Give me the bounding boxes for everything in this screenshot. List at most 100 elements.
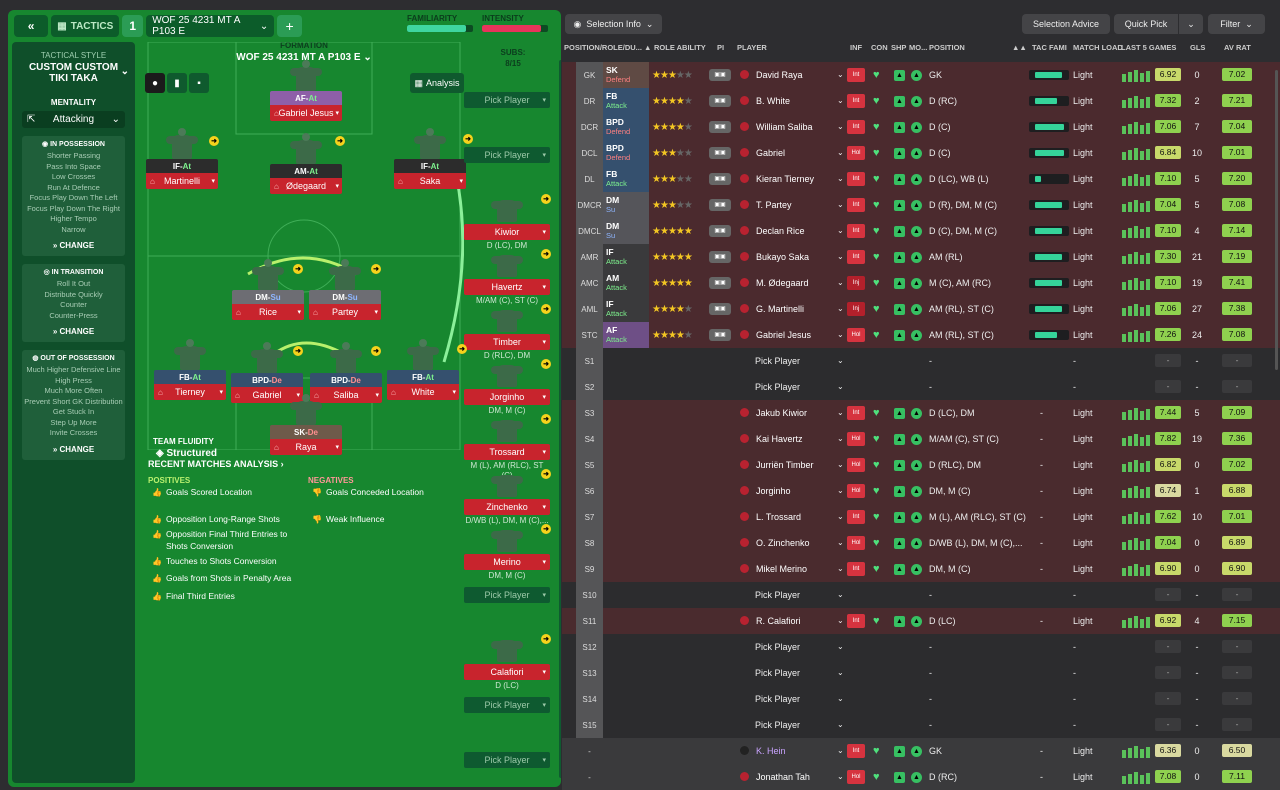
tactical-style-name[interactable]: CUSTOM CUSTOM TIKI TAKA ⌄: [12, 62, 135, 84]
table-row[interactable]: S8 O. Zinchenko ⌄ Hol ♥ ▲ ▲ D/WB (L), DM, M (C)…: [562, 530, 1280, 556]
player-instructions-button[interactable]: ▣▣: [709, 173, 731, 185]
player-instructions-button[interactable]: ▣▣: [709, 147, 731, 159]
in-transition-change-button[interactable]: » CHANGE: [52, 327, 95, 336]
player-name[interactable]: T. Partey: [740, 200, 792, 210]
sub-slot[interactable]: Pick Player: [464, 750, 550, 768]
player-name[interactable]: Jorginho: [740, 486, 791, 496]
sub-slot[interactable]: ZinchenkoD/WB (L), DM, M (C),... ➜: [464, 469, 551, 526]
mentality-select[interactable]: ⇱ Attacking ⌄: [22, 111, 125, 128]
sub-slot[interactable]: Pick Player: [464, 695, 550, 713]
col-position[interactable]: POSITION: [929, 43, 965, 52]
table-row[interactable]: S13 Pick Player ⌄ - - - - -: [562, 660, 1280, 686]
player-name[interactable]: William Saliba: [740, 122, 813, 132]
player-instructions-button[interactable]: ▣▣: [709, 303, 731, 315]
table-row[interactable]: S6 Jorginho ⌄ Hol ♥ ▲ ▲ DM, M (C) - Light 6.74 1 6.8…: [562, 478, 1280, 504]
player-name[interactable]: M. Ødegaard: [740, 278, 809, 288]
col-inf[interactable]: INF: [850, 43, 863, 52]
player-name[interactable]: Gabriel: [740, 148, 785, 158]
pitch-player-slot[interactable]: AF - AtGabriel Jesus: [270, 60, 342, 121]
selection-advice-button[interactable]: Selection Advice: [1022, 14, 1110, 34]
pick-player-select[interactable]: Pick Player: [464, 587, 550, 603]
sub-slot[interactable]: Pick Player: [464, 90, 550, 108]
table-row[interactable]: AML IF Attack ★★★★★ ▣▣ G. Martinelli ⌄ Inj ♥ ▲ ▲ AM…: [562, 296, 1280, 322]
pitch-view-button[interactable]: ●: [145, 73, 165, 93]
player-name[interactable]: L. Trossard: [740, 512, 801, 522]
player-instructions-button[interactable]: ▣▣: [709, 225, 731, 237]
formation-select[interactable]: WOF 25 4231 MT A P103 E ⌄: [141, 52, 467, 63]
col-pi[interactable]: PI: [717, 43, 725, 52]
table-row[interactable]: S1 Pick Player ⌄ - - - - -: [562, 348, 1280, 374]
role-cell[interactable]: IF Attack: [603, 244, 649, 270]
out-of-possession-change-button[interactable]: » CHANGE: [52, 444, 95, 454]
col-role-ability[interactable]: ROLE ABILITY: [654, 43, 706, 52]
pitch-player-slot[interactable]: IF - AtSaka: [394, 128, 466, 189]
back-button[interactable]: «: [14, 15, 49, 37]
info-view-button[interactable]: ▪: [189, 73, 209, 93]
role-cell[interactable]: IF Attack: [603, 296, 649, 322]
table-row[interactable]: DCL BPD Defend ★★★★★ ▣▣ Gabriel ⌄ Hol ♥ ▲ ▲ D (C) Li…: [562, 140, 1280, 166]
pitch-player-slot[interactable]: AM - AtØdegaard: [270, 133, 342, 194]
sub-slot[interactable]: Pick Player: [464, 145, 550, 163]
col-goals[interactable]: GLS: [1190, 43, 1206, 52]
table-row[interactable]: STC AF Attack ★★★★★ ▣▣ Gabriel Jesus ⌄ Hol ♥ ▲ ▲ AM…: [562, 322, 1280, 348]
pick-player-select[interactable]: Pick Player: [464, 752, 550, 768]
player-name[interactable]: G. Martinelli: [740, 304, 804, 314]
table-row[interactable]: S14 Pick Player ⌄ - - - - -: [562, 686, 1280, 712]
tactic-selector[interactable]: WOF 25 4231 MT A P103 E ⌄: [146, 15, 275, 37]
pitch-player-slot[interactable]: FB - AtWhite: [387, 339, 459, 400]
table-row[interactable]: S12 Pick Player ⌄ - - - - -: [562, 634, 1280, 660]
quick-pick-button[interactable]: Quick Pick: [1114, 14, 1178, 34]
sub-slot[interactable]: Pick Player: [464, 585, 550, 603]
table-row[interactable]: S15 Pick Player ⌄ - - - - -: [562, 712, 1280, 738]
role-cell[interactable]: FB Attack: [603, 88, 649, 114]
player-name[interactable]: O. Zinchenko: [740, 538, 810, 548]
player-name[interactable]: Kieran Tierney: [740, 174, 814, 184]
table-scrollbar[interactable]: [1275, 70, 1278, 370]
player-instructions-button[interactable]: ▣▣: [709, 277, 731, 289]
player-instructions-button[interactable]: ▣▣: [709, 69, 731, 81]
table-row[interactable]: S3 Jakub Kiwior ⌄ Int ♥ ▲ ▲ D (LC), DM - Light 7.4…: [562, 400, 1280, 426]
role-cell[interactable]: AM Attack: [603, 270, 649, 296]
col-match-load[interactable]: MATCH LOAD: [1073, 43, 1123, 52]
player-instructions-button[interactable]: ▣▣: [709, 121, 731, 133]
table-row[interactable]: GK SK Defend ★★★★★ ▣▣ David Raya ⌄ Int ♥ ▲ ▲ GK Ligh…: [562, 62, 1280, 88]
pick-player-select[interactable]: Pick Player: [755, 720, 801, 730]
table-row[interactable]: S7 L. Trossard ⌄ Int ♥ ▲ ▲ M (L), AM (RLC), ST …: [562, 504, 1280, 530]
pick-player-select[interactable]: Pick Player: [755, 694, 801, 704]
in-possession-change-button[interactable]: » CHANGE: [52, 241, 95, 250]
pitch-player-slot[interactable]: SK - DeRaya: [270, 394, 342, 455]
table-row[interactable]: DMCL DM Su ★★★★★ ▣▣ Declan Rice ⌄ Int ♥ ▲ ▲ D (C), …: [562, 218, 1280, 244]
pick-player-select[interactable]: Pick Player: [464, 697, 550, 713]
table-row[interactable]: DR FB Attack ★★★★★ ▣▣ B. White ⌄ Int ♥ ▲ ▲ D (RC) Li…: [562, 88, 1280, 114]
pitch-player-slot[interactable]: BPD - DeGabriel: [231, 342, 303, 403]
stats-view-button[interactable]: ▮: [167, 73, 187, 93]
subs-scrollbar[interactable]: [559, 60, 561, 778]
tactic-slot-button[interactable]: 1: [122, 15, 144, 37]
pitch-player-slot[interactable]: IF - AtMartinelli: [146, 128, 218, 189]
add-tactic-button[interactable]: +: [277, 15, 302, 37]
player-instructions-button[interactable]: ▣▣: [709, 95, 731, 107]
sub-slot[interactable]: CalafioriD (LC) ➜: [464, 634, 551, 691]
pick-player-select[interactable]: Pick Player: [755, 590, 801, 600]
quick-pick-dropdown[interactable]: ⌄: [1179, 14, 1203, 34]
table-row[interactable]: S11 R. Calafiori ⌄ Int ♥ ▲ ▲ D (LC) - Light 6.92 4 7…: [562, 608, 1280, 634]
pitch-player-slot[interactable]: DM - SuPartey: [309, 259, 381, 320]
role-cell[interactable]: AF Attack: [603, 322, 649, 348]
pitch-player-slot[interactable]: FB - AtTierney: [154, 339, 226, 400]
sub-slot[interactable]: TimberD (RLC), DM ➜: [464, 304, 551, 361]
role-cell[interactable]: BPD Defend: [603, 114, 649, 140]
col-last-5-games[interactable]: LAST 5 GAMES: [1121, 43, 1177, 52]
col-player[interactable]: PLAYER: [737, 43, 767, 52]
table-row[interactable]: - K. Hein ⌄ Int ♥ ▲ ▲ GK - Light 6.36 0 6.50: [562, 738, 1280, 764]
col-con[interactable]: CON: [871, 43, 888, 52]
pick-player-select[interactable]: Pick Player: [464, 92, 550, 108]
sub-slot[interactable]: HavertzM/AM (C), ST (C) ➜: [464, 249, 551, 306]
pick-player-select[interactable]: Pick Player: [755, 668, 801, 678]
table-row[interactable]: - Jonathan Tah ⌄ Hol ♥ ▲ ▲ D (RC) - Light 7.08 0 7.1…: [562, 764, 1280, 790]
table-row[interactable]: DL FB Attack ★★★★★ ▣▣ Kieran Tierney ⌄ Int ♥ ▲ ▲ D …: [562, 166, 1280, 192]
table-row[interactable]: S5 Jurriën Timber ⌄ Hol ♥ ▲ ▲ D (RLC), DM - Light…: [562, 452, 1280, 478]
pick-player-select[interactable]: Pick Player: [755, 642, 801, 652]
role-cell[interactable]: FB Attack: [603, 166, 649, 192]
col-tac-fami[interactable]: TAC FAMI: [1032, 43, 1067, 52]
player-name[interactable]: K. Hein: [740, 746, 786, 756]
